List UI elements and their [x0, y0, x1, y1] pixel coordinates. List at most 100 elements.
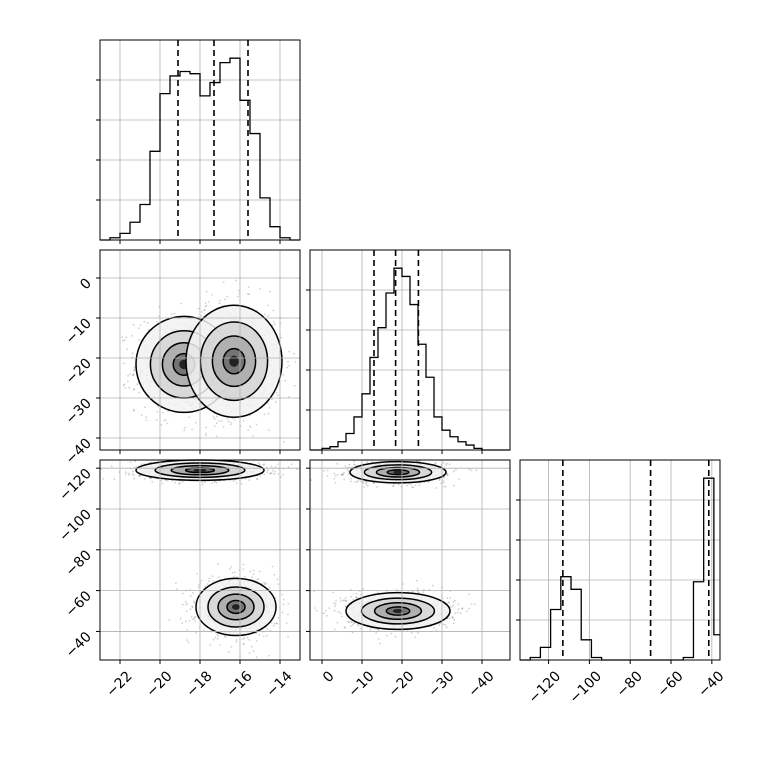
- sample-point: [475, 469, 478, 472]
- sample-point: [271, 565, 274, 568]
- sample-point: [268, 406, 271, 409]
- sample-point: [129, 461, 132, 463]
- sample-point: [201, 484, 204, 486]
- sample-point: [122, 362, 125, 365]
- sample-point: [205, 304, 208, 307]
- sample-point: [145, 419, 148, 421]
- hist-p2-tick-label: −40: [695, 668, 727, 700]
- sample-point: [217, 563, 220, 565]
- sample-point: [160, 423, 163, 426]
- sample-point: [182, 603, 184, 606]
- sample-point: [208, 580, 210, 583]
- sample-point: [248, 425, 251, 427]
- sample-point: [163, 419, 166, 422]
- sample-point: [227, 651, 230, 653]
- sample-point: [133, 368, 136, 371]
- sample-point: [451, 617, 454, 619]
- sample-point: [175, 582, 177, 585]
- sample-point: [247, 286, 250, 288]
- sample-point: [235, 279, 238, 282]
- sample-point: [170, 313, 173, 316]
- sample-point: [452, 604, 455, 607]
- sample-point: [133, 409, 135, 412]
- sample-point: [282, 374, 285, 376]
- sample-point: [290, 463, 293, 466]
- sample-point: [235, 482, 238, 485]
- sample-point: [131, 352, 134, 355]
- sample-point: [124, 473, 127, 476]
- sample-point: [249, 426, 252, 429]
- sample-point: [184, 600, 187, 603]
- sample-point: [343, 626, 346, 629]
- sample-point: [187, 641, 190, 644]
- sample-point: [185, 610, 188, 613]
- pair-p0-p2-x-tick-label: −20: [143, 668, 175, 700]
- sample-point: [235, 639, 238, 641]
- sample-point: [197, 307, 200, 310]
- sample-point: [197, 584, 200, 587]
- sample-point: [185, 604, 188, 606]
- sample-point: [194, 421, 197, 424]
- sample-point: [213, 480, 216, 483]
- sample-point: [132, 374, 135, 377]
- sample-point: [127, 374, 129, 377]
- hist-p2-tick-label: −60: [654, 668, 686, 700]
- sample-point: [448, 463, 451, 466]
- sample-point: [224, 636, 227, 638]
- sample-point: [123, 339, 126, 341]
- sample-point: [470, 469, 472, 472]
- sample-point: [268, 586, 271, 589]
- sample-point: [266, 471, 269, 474]
- sample-point: [294, 360, 297, 363]
- density-peak: [229, 355, 239, 367]
- sample-point: [220, 420, 223, 422]
- sample-point: [353, 460, 356, 463]
- sample-point: [126, 348, 128, 351]
- sample-point: [252, 435, 254, 437]
- sample-point: [394, 635, 397, 638]
- sample-point: [185, 639, 188, 641]
- sample-point: [208, 577, 211, 580]
- sample-point: [355, 592, 358, 595]
- sample-point: [313, 607, 316, 609]
- pair-p0-p2: [100, 459, 298, 659]
- sample-point: [138, 475, 141, 477]
- sample-point: [346, 469, 349, 471]
- sample-point: [266, 402, 269, 405]
- sample-point: [230, 646, 233, 648]
- pair-p1-p2: [310, 460, 478, 645]
- sample-point: [270, 465, 273, 468]
- sample-point: [252, 569, 255, 572]
- sample-point: [267, 469, 269, 471]
- sample-point: [244, 477, 247, 480]
- sample-point: [274, 401, 277, 404]
- sample-point: [280, 593, 283, 596]
- sample-point: [414, 484, 417, 487]
- sample-point: [386, 634, 388, 637]
- sample-point: [269, 290, 271, 293]
- sample-point: [131, 473, 134, 475]
- sample-point: [210, 294, 213, 296]
- sample-point: [343, 478, 346, 481]
- sample-point: [287, 613, 289, 616]
- sample-point: [140, 463, 143, 466]
- sample-point: [273, 573, 276, 576]
- sample-point: [133, 477, 136, 480]
- sample-point: [326, 469, 329, 472]
- sample-point: [224, 298, 226, 301]
- sample-point: [222, 426, 225, 428]
- sample-point: [160, 479, 163, 482]
- sample-point: [445, 464, 447, 466]
- sample-point: [272, 469, 274, 472]
- sample-point: [247, 293, 249, 296]
- sample-point: [132, 474, 135, 477]
- sample-point: [189, 608, 192, 611]
- sample-point: [415, 579, 418, 582]
- sample-point: [200, 314, 203, 317]
- sample-point: [179, 617, 182, 620]
- sample-point: [128, 386, 131, 389]
- sample-point: [263, 463, 265, 465]
- sample-point: [192, 591, 194, 594]
- sample-point: [359, 480, 362, 483]
- sample-point: [283, 598, 285, 601]
